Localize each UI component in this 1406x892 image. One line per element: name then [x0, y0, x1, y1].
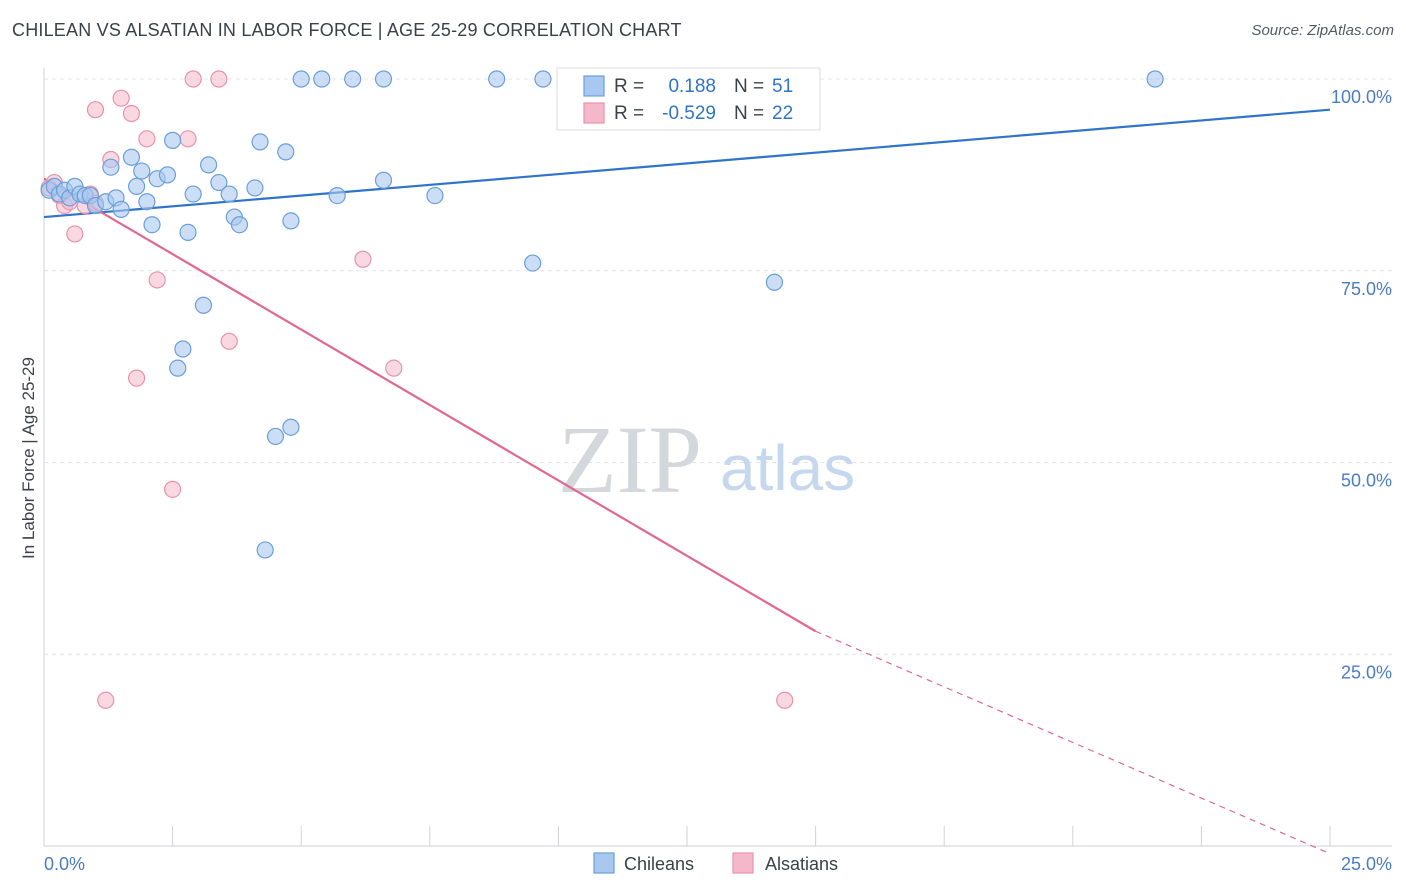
chileans-point	[277, 143, 295, 161]
chileans-point	[534, 70, 552, 88]
chileans-point	[1146, 70, 1164, 88]
chileans-point	[313, 70, 331, 88]
legend-n-value-2: 22	[772, 103, 793, 124]
legend-swatch-chileans	[583, 75, 605, 97]
watermark-zip: ZIP	[558, 406, 702, 513]
alsatians-points	[40, 70, 794, 709]
chileans-point	[200, 156, 218, 174]
alsatians-point	[122, 104, 141, 123]
chileans-point	[210, 173, 228, 192]
grid-lines	[44, 78, 1392, 655]
alsatians-point	[66, 225, 84, 243]
legend-r-label-1: R =	[614, 76, 644, 97]
chileans-point	[266, 427, 285, 446]
alsatians-point	[86, 101, 105, 119]
alsatians-point	[164, 480, 182, 498]
chart-title: CHILEAN VS ALSATIAN IN LABOR FORCE | AGE…	[12, 20, 682, 40]
chileans-point	[143, 216, 161, 234]
chileans-point	[174, 340, 192, 358]
legend-r-label-2: R =	[614, 103, 644, 124]
tick-labels: 25.0% 50.0% 75.0% 100.0% 0.0% 25.0%	[44, 87, 1392, 874]
chileans-point	[184, 185, 202, 203]
chileans-point	[246, 179, 264, 197]
chileans-point	[230, 216, 249, 234]
chileans-point	[488, 70, 506, 88]
y-tick-label: 100.0%	[1331, 87, 1392, 107]
chileans-point	[138, 193, 156, 211]
alsatians-point	[138, 130, 156, 148]
chileans-trend-line	[43, 108, 1331, 219]
alsatians-point	[776, 691, 794, 709]
alsatians-point	[220, 332, 238, 350]
legend-r-value-2: -0.529	[662, 103, 716, 124]
chileans-point	[158, 166, 177, 184]
chileans-point	[292, 70, 310, 88]
chileans-point	[169, 359, 187, 377]
legend-top: R = 0.188 N = 51 R = -0.529 N = 22	[556, 67, 821, 131]
legend-bottom-label-chileans: Chileans	[624, 854, 694, 874]
legend-n-label-1: N =	[734, 76, 764, 97]
alsatians-point	[385, 359, 403, 377]
chileans-point	[256, 541, 274, 559]
chileans-point	[112, 200, 130, 218]
chileans-point	[374, 171, 393, 189]
legend-swatch-alsatians	[583, 102, 605, 124]
chileans-point	[328, 186, 346, 205]
chileans-point	[133, 162, 151, 180]
alsatians-point	[127, 369, 146, 387]
alsatians-point	[354, 250, 372, 268]
alsatians-point	[210, 70, 228, 88]
legend-bottom-swatch-alsatians	[732, 852, 754, 874]
chileans-point	[282, 212, 300, 230]
chileans-point	[524, 254, 542, 272]
legend-bottom-swatch-chileans	[593, 852, 615, 874]
chileans-point	[164, 131, 182, 149]
alsatians-point	[184, 70, 202, 88]
trend-lines	[43, 108, 1331, 855]
watermark-atlas: atlas	[720, 432, 855, 504]
chileans-point	[122, 148, 141, 166]
chileans-point	[426, 186, 444, 205]
alsatians-point	[148, 271, 166, 289]
chileans-point	[344, 70, 362, 88]
legend-r-value-1: 0.188	[668, 76, 716, 97]
alsatians-trend-line-extension	[815, 630, 1331, 855]
chileans-point	[374, 70, 393, 88]
chileans-point	[765, 273, 784, 291]
chileans-points	[40, 70, 1164, 559]
chileans-point	[194, 296, 213, 314]
chileans-point	[251, 133, 269, 151]
legend-bottom: Chileans Alsatians	[593, 852, 838, 874]
alsatians-point	[179, 130, 197, 148]
alsatians-point	[97, 691, 115, 709]
y-tick-label: 50.0%	[1341, 471, 1392, 491]
y-axis-label: In Labor Force | Age 25-29	[19, 357, 38, 559]
y-tick-label: 75.0%	[1341, 279, 1392, 299]
watermark: ZIP atlas	[558, 406, 855, 513]
legend-bottom-label-alsatians: Alsatians	[765, 854, 838, 874]
axes	[43, 68, 1392, 847]
chileans-point	[102, 158, 120, 176]
alsatians-trend-line	[43, 177, 817, 633]
x-tick-label: 0.0%	[44, 854, 85, 874]
chileans-point	[220, 185, 238, 203]
chileans-point	[282, 418, 300, 436]
alsatians-point	[112, 89, 130, 107]
legend-n-label-2: N =	[734, 103, 764, 124]
source-label: Source: ZipAtlas.com	[1251, 22, 1394, 39]
chileans-point	[179, 223, 197, 241]
y-tick-label: 25.0%	[1341, 662, 1392, 682]
legend-n-value-1: 51	[772, 76, 793, 97]
x-tick-label: 25.0%	[1341, 854, 1392, 874]
chileans-point	[127, 177, 146, 195]
